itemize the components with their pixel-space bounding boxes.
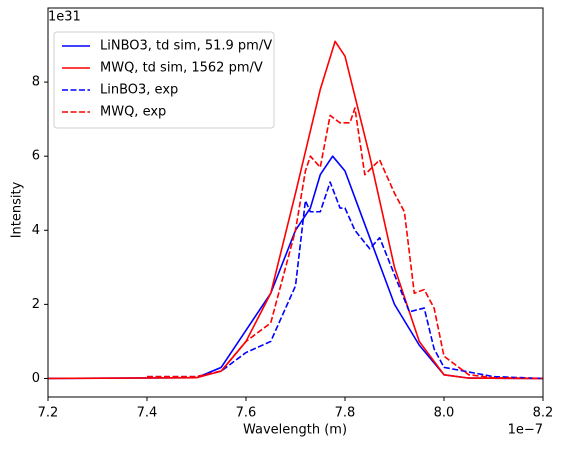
legend-label: LiNBO3, td sim, 51.9 pm/V	[100, 39, 272, 54]
x-tick-label: 7.8	[335, 406, 356, 421]
legend-label: LinBO3, exp	[100, 83, 178, 98]
plot-frame	[47, 7, 544, 398]
y-tick-label: 8	[32, 75, 40, 90]
legend-label: MWQ, td sim, 1562 pm/V	[100, 61, 263, 76]
x-axis-label: Wavelength (m)	[243, 423, 347, 438]
x-tick-label: 7.6	[236, 406, 257, 421]
line	[147, 181, 544, 380]
legend-box	[53, 31, 275, 129]
x-tick-label: 8.0	[434, 406, 455, 421]
y-tick-label: 2	[32, 297, 40, 312]
y-tick-label: 6	[32, 149, 40, 164]
y-axis-label: Intensity	[10, 181, 25, 238]
y-tick-label: 0	[32, 371, 40, 386]
legend-label: MWQ, exp	[100, 105, 166, 120]
line	[47, 155, 544, 380]
x-offset-label: 1e−7	[508, 423, 543, 438]
y-tick-label: 4	[32, 223, 40, 238]
x-tick-label: 7.2	[38, 406, 59, 421]
line	[147, 107, 544, 380]
x-tick-label: 8.2	[533, 406, 554, 421]
y-offset-label: 1e31	[48, 10, 81, 25]
x-tick-label: 7.4	[137, 406, 158, 421]
